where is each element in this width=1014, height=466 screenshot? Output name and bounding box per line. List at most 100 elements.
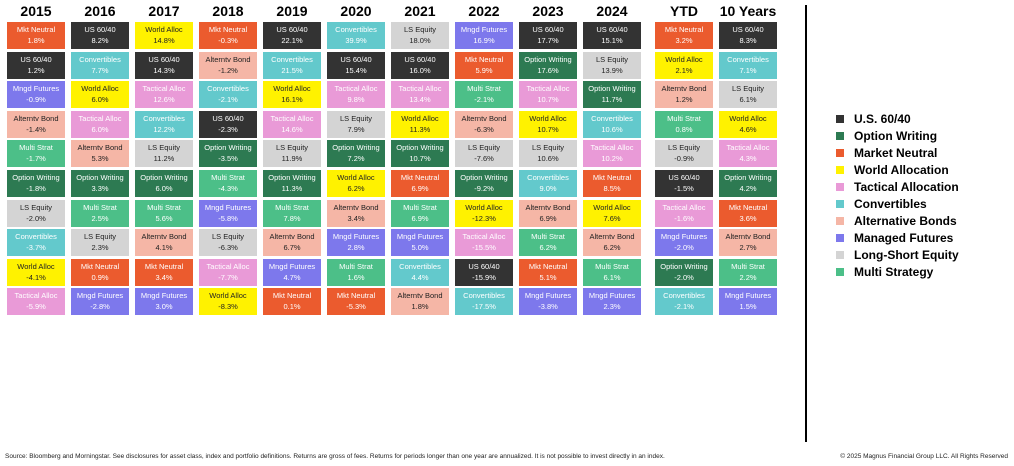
asset-return: 6.9% [539,214,557,223]
asset-name: Option Writing [660,262,708,271]
asset-return: 15.1% [601,36,623,45]
asset-return: -2.0% [674,273,694,282]
asset-name: Tactical Alloc [726,143,770,152]
asset-return: 2.3% [91,243,109,252]
asset-return: -4.3% [218,184,238,193]
asset-return: 2.7% [739,243,757,252]
legend-item: Tactical Allocation [836,178,959,195]
asset-cell: LS Equity -2.0% [7,200,65,227]
asset-name: Convertibles [15,232,57,241]
legend-swatch [836,250,844,259]
legend-label: Option Writing [854,128,938,143]
asset-name: Mngd Futures [660,232,708,241]
asset-return: -0.9% [674,154,694,163]
asset-name: World Alloc [337,173,375,182]
asset-name: World Alloc [729,114,767,123]
asset-return: -2.1% [218,95,238,104]
legend-label: Market Neutral [854,145,938,160]
asset-cell: US 60/40 16.0% [391,52,449,79]
asset-name: US 60/40 [276,25,308,34]
asset-return: 4.7% [283,273,301,282]
asset-return: 4.2% [739,184,757,193]
legend-item: Market Neutral [836,144,959,161]
asset-name: Mngd Futures [724,291,772,300]
asset-cell: Mngd Futures -2.0% [655,229,713,256]
asset-cell: Multi Strat -4.3% [199,170,257,197]
legend-item: Long-Short Equity [836,246,959,263]
asset-return: -3.8% [538,302,558,311]
asset-return: -17.5% [472,302,496,311]
asset-return: 1.8% [411,302,429,311]
asset-name: Convertibles [663,291,705,300]
legend-label: Multi Strategy [854,264,934,279]
asset-cell: Mngd Futures -5.8% [199,200,257,227]
legend-swatch [836,148,844,157]
asset-return: -9.2% [474,184,494,193]
asset-cell: Convertibles 21.5% [263,52,321,79]
asset-name: LS Equity [275,143,309,152]
asset-cell: World Alloc 16.1% [263,81,321,108]
asset-return: -7.7% [218,273,238,282]
legend-label: Alternative Bonds [854,213,957,228]
asset-name: Alterntv Bond [13,114,59,123]
asset-cell: Option Writing -3.5% [199,140,257,167]
asset-return: -5.9% [26,302,46,311]
asset-cell: Convertibles 4.4% [391,259,449,286]
asset-cell: Convertibles 10.6% [583,111,641,138]
asset-cell: World Alloc 11.3% [391,111,449,138]
asset-name: LS Equity [83,232,117,241]
asset-return: 16.9% [473,36,495,45]
asset-name: US 60/40 [404,55,436,64]
year-header: 2019 [276,3,308,19]
year-header: 2020 [340,3,372,19]
asset-name: LS Equity [211,232,245,241]
asset-cell: Mkt Neutral 0.1% [263,288,321,315]
asset-name: Mngd Futures [588,291,636,300]
asset-name: Convertibles [399,262,441,271]
asset-cell: Convertibles -17.5% [455,288,513,315]
asset-return: 16.0% [409,66,431,75]
asset-cell: Multi Strat -2.1% [455,81,513,108]
asset-return: 10.7% [537,95,559,104]
asset-cell: Multi Strat 2.5% [71,200,129,227]
asset-return: 4.6% [739,125,757,134]
asset-cell: Alterntv Bond 1.8% [391,288,449,315]
asset-return: 7.7% [91,66,109,75]
asset-name: Option Writing [396,143,444,152]
asset-return: -3.5% [218,154,238,163]
asset-return: -2.8% [90,302,110,311]
asset-name: Tactical Alloc [462,232,506,241]
asset-cell: Option Writing 7.2% [327,140,385,167]
asset-name: Mkt Neutral [592,173,632,182]
asset-name: Convertibles [143,114,185,123]
asset-cell: Alterntv Bond 6.7% [263,229,321,256]
asset-name: Tactical Alloc [398,84,442,93]
asset-name: Mngd Futures [332,232,380,241]
asset-return: 1.2% [27,66,45,75]
asset-cell: Multi Strat 2.2% [719,259,777,286]
asset-cell: Alterntv Bond 5.3% [71,140,129,167]
asset-cell: Mngd Futures 2.3% [583,288,641,315]
vertical-divider [805,5,807,442]
asset-cell: Mngd Futures 5.0% [391,229,449,256]
asset-cell: US 60/40 15.4% [327,52,385,79]
asset-return: 11.7% [601,95,623,104]
asset-cell: LS Equity 11.9% [263,140,321,167]
asset-cell: Option Writing 17.6% [519,52,577,79]
asset-return: 2.1% [675,66,693,75]
asset-name: US 60/40 [596,25,628,34]
asset-name: LS Equity [467,143,501,152]
asset-return: 5.6% [155,214,173,223]
asset-return: 10.7% [537,125,559,134]
legend-swatch [836,165,844,174]
legend-item: Alternative Bonds [836,212,959,229]
asset-return: -5.8% [218,214,238,223]
asset-cell: Alterntv Bond 1.2% [655,81,713,108]
asset-name: Tactical Alloc [14,291,58,300]
asset-cell: US 60/40 14.3% [135,52,193,79]
asset-cell: Tactical Alloc 14.6% [263,111,321,138]
asset-name: Tactical Alloc [78,114,122,123]
asset-cell: US 60/40 17.7% [519,22,577,49]
asset-name: LS Equity [19,203,53,212]
legend-item: Convertibles [836,195,959,212]
